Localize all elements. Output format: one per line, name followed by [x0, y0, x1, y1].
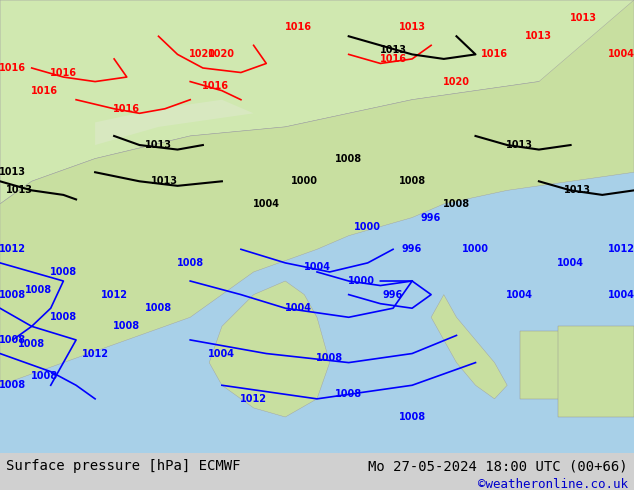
Text: 996: 996: [421, 213, 441, 222]
Text: 1013: 1013: [380, 45, 406, 55]
Text: 1008: 1008: [50, 312, 77, 322]
Text: 1008: 1008: [145, 303, 172, 313]
Text: 1008: 1008: [0, 335, 26, 345]
Text: 1020: 1020: [190, 49, 216, 59]
Text: 1008: 1008: [50, 267, 77, 277]
Text: 1000: 1000: [354, 221, 381, 232]
Text: 1013: 1013: [152, 176, 178, 186]
Text: 1020: 1020: [209, 49, 235, 59]
Polygon shape: [0, 0, 634, 204]
Text: 1004: 1004: [285, 303, 311, 313]
Text: 1008: 1008: [335, 154, 362, 164]
Polygon shape: [0, 0, 634, 385]
Text: 1013: 1013: [507, 140, 533, 150]
Text: 1004: 1004: [557, 258, 584, 268]
Text: 1008: 1008: [399, 412, 425, 422]
Text: 1013: 1013: [526, 31, 552, 41]
Polygon shape: [209, 281, 330, 417]
Text: 1008: 1008: [18, 340, 45, 349]
Text: 1008: 1008: [443, 199, 470, 209]
Text: 1013: 1013: [0, 167, 26, 177]
Text: 1013: 1013: [6, 185, 32, 196]
Text: 1012: 1012: [82, 348, 108, 359]
Text: 1016: 1016: [113, 104, 140, 114]
Text: 1008: 1008: [113, 321, 140, 331]
Text: 1008: 1008: [31, 371, 58, 381]
Text: 1008: 1008: [399, 176, 425, 186]
Text: 1013: 1013: [564, 185, 590, 196]
Polygon shape: [95, 99, 254, 145]
Text: 1000: 1000: [462, 245, 489, 254]
Bar: [558, 326, 634, 417]
Text: 1004: 1004: [253, 199, 280, 209]
Text: 1004: 1004: [608, 49, 634, 59]
Text: Surface pressure [hPa] ECMWF: Surface pressure [hPa] ECMWF: [6, 459, 241, 473]
Text: 996: 996: [402, 245, 422, 254]
Text: 1004: 1004: [209, 348, 235, 359]
Text: 1008: 1008: [316, 353, 343, 363]
Polygon shape: [431, 294, 507, 399]
Text: 1013: 1013: [570, 13, 597, 23]
Text: 1008: 1008: [0, 380, 26, 390]
Text: 1016: 1016: [285, 22, 311, 32]
Text: 1004: 1004: [608, 290, 634, 299]
Text: 1020: 1020: [443, 76, 470, 87]
Text: 1016: 1016: [31, 86, 58, 96]
Text: 1016: 1016: [380, 54, 406, 64]
Text: 1008: 1008: [0, 290, 26, 299]
Bar: [520, 331, 571, 399]
Text: 1016: 1016: [202, 81, 229, 91]
Text: 1008: 1008: [177, 258, 204, 268]
Text: ©weatheronline.co.uk: ©weatheronline.co.uk: [477, 478, 628, 490]
Text: 1000: 1000: [348, 276, 375, 286]
Text: 1013: 1013: [399, 22, 425, 32]
Text: 1016: 1016: [481, 49, 508, 59]
Text: 1008: 1008: [25, 285, 51, 295]
Text: 1004: 1004: [304, 263, 330, 272]
Text: 1012: 1012: [101, 290, 127, 299]
Text: Mo 27-05-2024 18:00 UTC (00+66): Mo 27-05-2024 18:00 UTC (00+66): [368, 459, 628, 473]
Text: 996: 996: [383, 290, 403, 299]
Text: 1004: 1004: [507, 290, 533, 299]
Text: 1016: 1016: [50, 68, 77, 77]
Text: 1008: 1008: [335, 390, 362, 399]
Text: 1000: 1000: [291, 176, 318, 186]
Text: 1012: 1012: [608, 245, 634, 254]
Text: 1012: 1012: [240, 394, 267, 404]
Text: 1016: 1016: [0, 63, 26, 73]
Text: 1012: 1012: [0, 245, 26, 254]
Text: 1013: 1013: [145, 140, 172, 150]
